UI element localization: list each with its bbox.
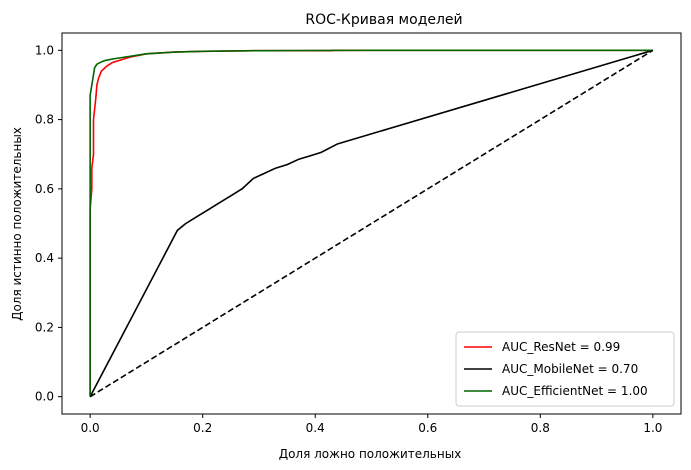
plot-frame bbox=[61, 32, 682, 415]
x-tick-label: 0.2 bbox=[193, 421, 212, 435]
x-axis-ticks: 0.0 0.2 0.4 0.6 0.8 1.0 bbox=[81, 414, 662, 435]
y-tick-label: 0.8 bbox=[35, 113, 54, 127]
legend-box bbox=[455, 331, 675, 407]
y-tick-label: 0.2 bbox=[35, 320, 54, 334]
y-axis-ticks: 0.0 0.2 0.4 0.6 0.8 1.0 bbox=[35, 43, 62, 404]
y-tick-label: 1.0 bbox=[35, 43, 54, 57]
y-tick-label: 0.6 bbox=[35, 182, 54, 196]
x-tick-label: 1.0 bbox=[643, 421, 662, 435]
series-line-1 bbox=[89, 49, 654, 398]
x-tick-label: 0.8 bbox=[531, 421, 550, 435]
diagonal-reference-line bbox=[89, 49, 654, 398]
legend-label: AUC_MobileNet = 0.70 bbox=[502, 362, 638, 376]
x-axis-label: Доля ложно положительных bbox=[279, 447, 462, 461]
y-tick-label: 0.0 bbox=[35, 390, 54, 404]
plot-lines bbox=[89, 49, 654, 398]
x-tick-label: 0.6 bbox=[418, 421, 437, 435]
legend: AUC_ResNet = 0.99 AUC_MobileNet = 0.70 AUC… bbox=[455, 331, 675, 407]
series-line-2 bbox=[89, 49, 653, 397]
x-tick-label: 0.4 bbox=[306, 421, 325, 435]
legend-label: AUC_ResNet = 0.99 bbox=[502, 340, 620, 354]
y-tick-label: 0.4 bbox=[35, 251, 54, 265]
y-axis-label: Доля истинно положительных bbox=[10, 127, 24, 321]
chart-title: ROC-Кривая моделей bbox=[305, 12, 462, 28]
legend-label: AUC_EfficientNet = 1.00 bbox=[502, 384, 648, 398]
x-tick-label: 0.0 bbox=[81, 421, 100, 435]
